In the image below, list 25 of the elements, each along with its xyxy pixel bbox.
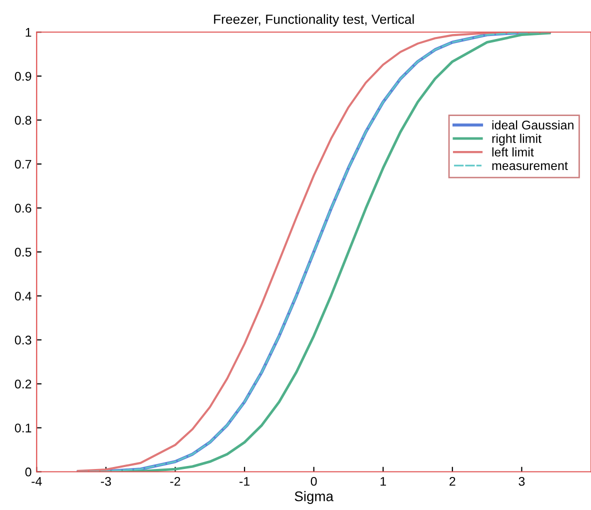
y-tick-label: 0.8 [14, 116, 32, 125]
y-tick-label: 0.9 [14, 72, 32, 81]
y-tick-label: 1 [26, 28, 32, 37]
y-tick-label: 0.2 [14, 380, 32, 388]
y-tick-label: 0.5 [14, 248, 32, 257]
x-tick-label: 0 [310, 476, 317, 486]
y-tick-label: 0.4 [14, 292, 32, 301]
legend-label: right limit [492, 134, 542, 146]
y-tick-label: 0.6 [14, 204, 32, 213]
x-tick-label: -1 [240, 477, 250, 486]
legend-label: measurement [492, 162, 568, 170]
y-tick-label: 0 [25, 468, 32, 476]
chart-title: Freezer, Functionality test, Vertical [214, 14, 414, 27]
legend-label: ideal Gaussian [492, 120, 574, 130]
x-axis-title: Sigma [294, 491, 334, 504]
x-tick-label: -4 [32, 477, 42, 486]
x-tick-label: 2 [450, 476, 456, 486]
y-tick-label: 0.3 [14, 336, 32, 345]
x-tick-label: 3 [518, 476, 525, 486]
x-tick-label: -3 [100, 476, 111, 486]
x-tick-label: -2 [170, 476, 180, 486]
y-tick-label: 0.7 [14, 160, 32, 169]
x-tick-label: 1 [380, 477, 386, 486]
y-tick-label: 0.1 [14, 424, 32, 432]
legend-label: left limit [492, 147, 534, 157]
